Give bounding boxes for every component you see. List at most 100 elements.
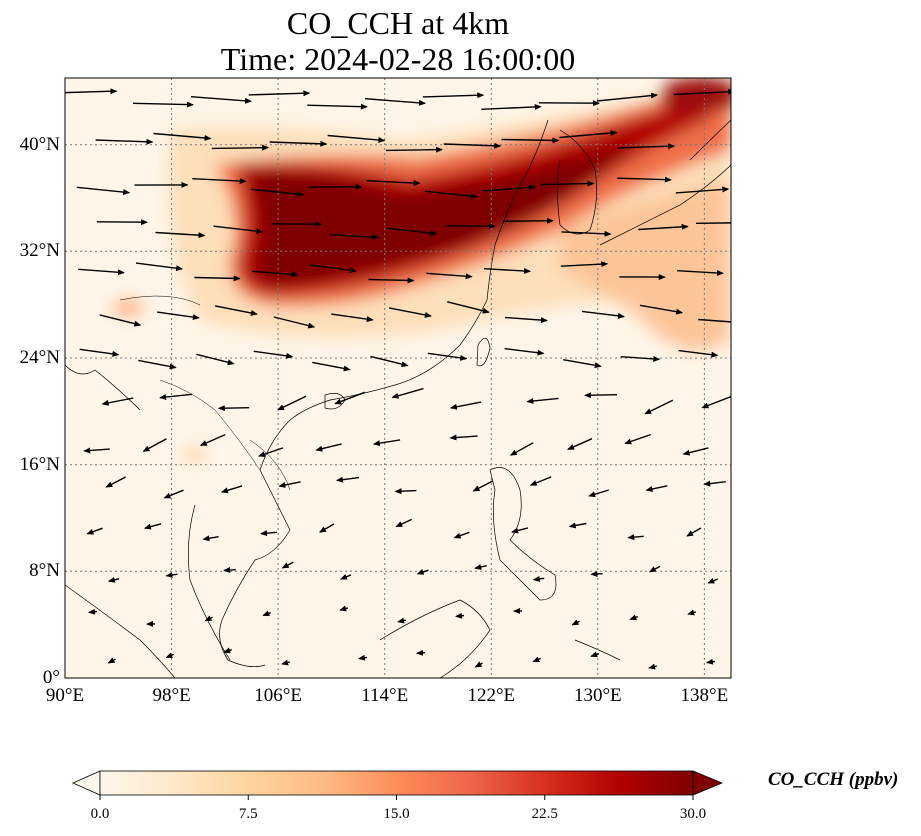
wind-arrow [455, 612, 465, 619]
wind-arrow [250, 188, 305, 198]
wind-arrow [504, 347, 545, 356]
wind-arrow [217, 405, 250, 412]
wind-arrow [101, 397, 134, 406]
wind-arrow [253, 350, 294, 359]
wind-arrow [540, 180, 595, 187]
colorbar-extend-min [72, 770, 101, 796]
wind-arrow [143, 523, 162, 530]
wind-arrow [204, 615, 213, 622]
wind-arrow [334, 391, 366, 405]
coastline-newguinea [574, 639, 621, 661]
wind-arrow [511, 527, 529, 534]
wind-arrow [639, 304, 684, 315]
wind-arrow [502, 217, 554, 224]
wind-arrow [387, 227, 438, 237]
wind-arrow [223, 566, 236, 573]
wind-arrow [427, 352, 468, 361]
wind-arrow [165, 571, 178, 578]
wind-arrow [79, 348, 120, 357]
wind-arrow [331, 313, 374, 323]
wind-arrow [262, 610, 271, 617]
wind-arrow [388, 307, 432, 318]
small-patch-west [112, 300, 144, 316]
wind-arrow [368, 277, 415, 284]
wind-arrow [319, 523, 335, 533]
wind-arrow [88, 608, 98, 615]
coastline-philippines [489, 467, 557, 601]
coastline-korea [557, 129, 597, 235]
wind-arrow [563, 359, 602, 369]
map-title-line2: Time: 2024-02-28 16:00:00 [220, 41, 576, 77]
wind-arrow [677, 269, 724, 276]
x-tick-label: 130°E [573, 685, 622, 706]
wind-arrow [675, 186, 730, 194]
wind-arrow [358, 654, 368, 661]
wind-arrow [561, 230, 612, 237]
wind-arrow [559, 130, 618, 139]
colorbar-tick-label: 30.0 [679, 806, 707, 822]
colorbar-tick-label: 7.5 [238, 806, 258, 822]
plume-patch-northeast [660, 78, 731, 113]
wind-arrow [329, 233, 380, 241]
wind-arrow [648, 663, 658, 670]
wind-arrow [278, 481, 301, 488]
wind-arrow [472, 480, 493, 492]
wind-arrow [364, 98, 426, 106]
wind-arrow [698, 318, 731, 323]
plume-max [250, 140, 640, 285]
wind-arrow [624, 433, 651, 445]
wind-arrow [449, 434, 478, 441]
y-tick-label: 16°N [19, 453, 60, 475]
wind-arrow [78, 268, 125, 276]
wind-arrow [83, 447, 110, 454]
x-tick-label: 98°E [152, 685, 191, 706]
wind-arrow [157, 311, 200, 321]
plume-edge-east [560, 180, 731, 352]
wind-arrow [482, 184, 537, 192]
coastline-borneo [379, 599, 491, 678]
wind-arrow [706, 658, 716, 665]
wind-arrow [372, 439, 401, 447]
wind-arrow [220, 485, 243, 494]
wind-arrow [568, 522, 587, 529]
coastlines [65, 119, 731, 678]
wind-arrow [99, 314, 142, 327]
wind-arrow [385, 146, 443, 153]
colorbar-tick-label: 0.0 [90, 806, 110, 822]
wind-arrow [366, 180, 421, 187]
wind-arrow [214, 305, 258, 316]
wind-arrow [153, 132, 212, 141]
colorbar-label: CO_CCH (ppbv) [768, 769, 899, 790]
wind-arrow [526, 397, 559, 404]
wind-arrow [395, 518, 412, 528]
wind-arrow [509, 442, 534, 456]
colorbar-tick-label: 15.0 [383, 806, 410, 822]
wind-arrow [105, 476, 127, 488]
border-lines [119, 295, 291, 491]
wind-arrow [339, 605, 348, 612]
wind-arrow [192, 178, 247, 185]
wind-arrow [627, 534, 644, 541]
wind-arrow [194, 275, 241, 282]
wind-arrow [370, 355, 409, 368]
wind-arrow [416, 649, 426, 656]
wind-arrow [682, 447, 709, 456]
wind-arrow [196, 353, 235, 366]
wind-arrow [416, 569, 429, 575]
wind-arrow [133, 101, 194, 108]
wind-arrow [447, 301, 490, 314]
wind-arrow [65, 88, 118, 95]
wind-arrow [397, 617, 407, 624]
wind-arrow [529, 476, 552, 486]
wind-arrow [281, 659, 291, 666]
x-tick-label: 114°E [361, 685, 409, 706]
colorbar [72, 770, 724, 800]
wind-arrow [617, 176, 672, 183]
small-patch-south [183, 448, 207, 462]
wind-arrow [86, 527, 103, 535]
wind-arrow [327, 134, 386, 143]
coastline-japan [599, 119, 731, 246]
wind-arrow [165, 652, 174, 659]
y-tick-label: 0° [42, 667, 60, 688]
